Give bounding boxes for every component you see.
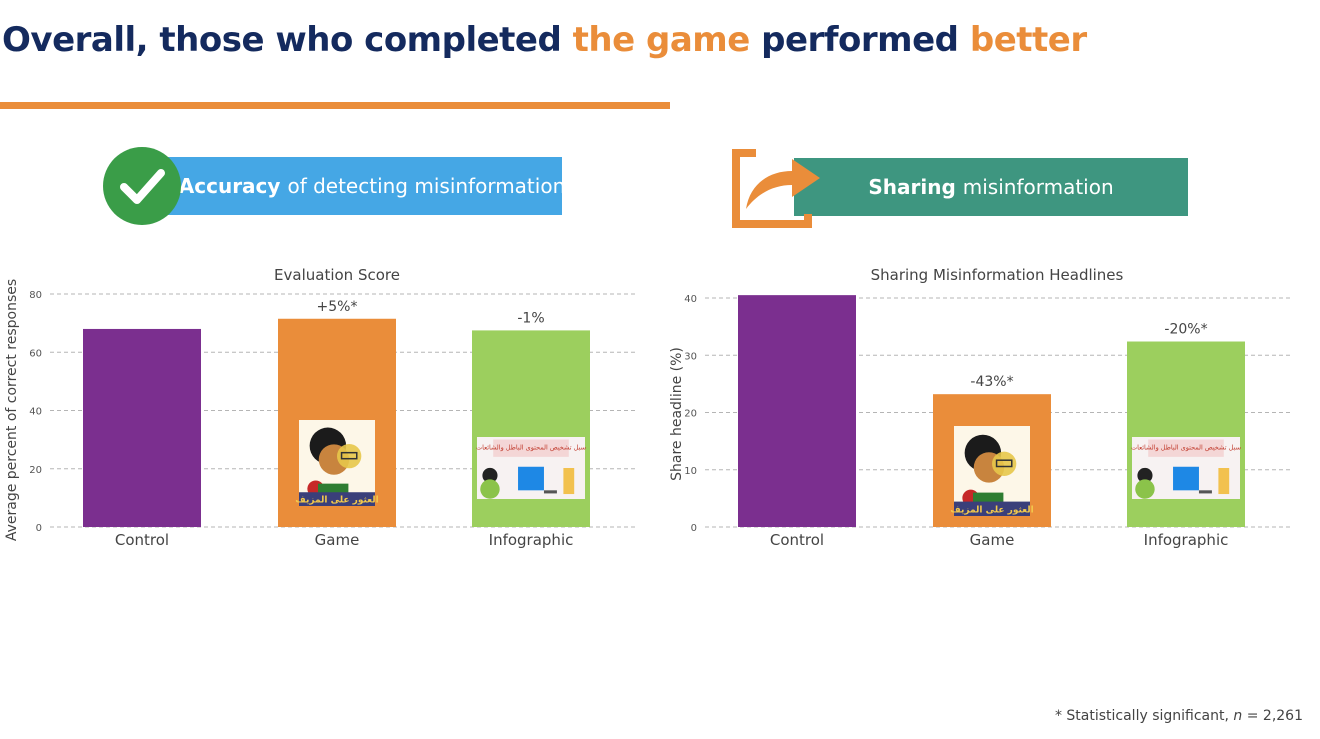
bar-annotation: -1% xyxy=(517,310,544,326)
evaluation-score-chart: Evaluation Score Average percent of corr… xyxy=(0,258,650,562)
accuracy-banner-text: of detecting misinformation xyxy=(287,174,566,198)
y-tick-label: 0 xyxy=(36,523,42,534)
y-tick-label: 80 xyxy=(29,290,42,301)
game-thumbnail-image: العثور على المزيف xyxy=(295,420,379,506)
bar-annotation: -43%* xyxy=(970,374,1013,390)
evaluation-score-svg: Evaluation Score Average percent of corr… xyxy=(4,266,636,549)
accuracy-banner-bold: Accuracy xyxy=(178,174,281,198)
infographic-thumbnail-title: سبل تشخيص المحتوى الباطل والشائعات xyxy=(1131,443,1241,451)
footnote-n-label: n xyxy=(1233,708,1243,724)
y-axis-label: Average percent of correct responses xyxy=(4,279,20,541)
y-tick-label: 20 xyxy=(684,409,697,420)
x-tick-label: Infographic xyxy=(1144,531,1229,549)
title-underline-rule xyxy=(0,102,670,109)
sharing-svg: Sharing Misinformation Headlines Share h… xyxy=(669,266,1290,549)
y-tick-label: 60 xyxy=(29,348,42,359)
y-tick-label: 30 xyxy=(684,351,697,362)
game-thumbnail-caption: العثور على المزيف xyxy=(295,496,378,506)
chart-title: Evaluation Score xyxy=(274,266,400,284)
title-part-1: Overall, those who completed xyxy=(2,20,573,60)
infographic-thumbnail-image: سبل تشخيص المحتوى الباطل والشائعات xyxy=(1131,437,1241,499)
bar-annotation: -20%* xyxy=(1164,322,1207,338)
sharing-chart: Sharing Misinformation Headlines Share h… xyxy=(660,258,1310,562)
x-tick-label: Infographic xyxy=(489,531,574,549)
bar-infographic xyxy=(1127,341,1245,527)
checkmark-icon xyxy=(103,147,181,225)
title-highlight-better: better xyxy=(969,20,1087,60)
accuracy-banner: Accuracy of detecting misinformation xyxy=(152,157,566,215)
y-tick-label: 40 xyxy=(684,294,697,305)
sharing-banner: Sharing misinformation xyxy=(794,158,1188,216)
y-axis-label: Share headline (%) xyxy=(669,347,685,481)
title-highlight-game: the game xyxy=(572,20,751,60)
footnote: * Statistically significant, n = 2,261 xyxy=(1055,708,1303,724)
infographic-thumbnail-title: سبل تشخيص المحتوى الباطل والشائعات xyxy=(476,443,586,451)
page-title: Overall, those who completed the game pe… xyxy=(2,20,1087,60)
x-tick-label: Game xyxy=(970,531,1015,549)
footnote-n-value: = 2,261 xyxy=(1242,708,1303,724)
y-tick-label: 10 xyxy=(684,466,697,477)
bar-control xyxy=(738,295,856,527)
y-tick-label: 20 xyxy=(29,465,42,476)
share-arrow-icon xyxy=(730,143,825,233)
x-tick-label: Control xyxy=(115,531,169,549)
title-part-3: performed xyxy=(749,20,970,60)
game-thumbnail-caption: العثور على المزيف xyxy=(950,505,1033,515)
sharing-banner-bold: Sharing xyxy=(868,175,956,199)
footnote-prefix: * Statistically significant, xyxy=(1054,708,1234,724)
chart-title: Sharing Misinformation Headlines xyxy=(871,266,1124,284)
y-tick-label: 40 xyxy=(29,407,42,418)
bar-annotation: +5%* xyxy=(317,299,358,315)
game-thumbnail-image: العثور على المزيف xyxy=(950,426,1034,516)
x-tick-label: Game xyxy=(315,531,360,549)
infographic-thumbnail-image: سبل تشخيص المحتوى الباطل والشائعات xyxy=(476,437,586,499)
x-tick-label: Control xyxy=(770,531,824,549)
bar-control xyxy=(83,328,201,527)
sharing-banner-text: misinformation xyxy=(962,175,1114,199)
y-tick-label: 0 xyxy=(691,523,697,534)
